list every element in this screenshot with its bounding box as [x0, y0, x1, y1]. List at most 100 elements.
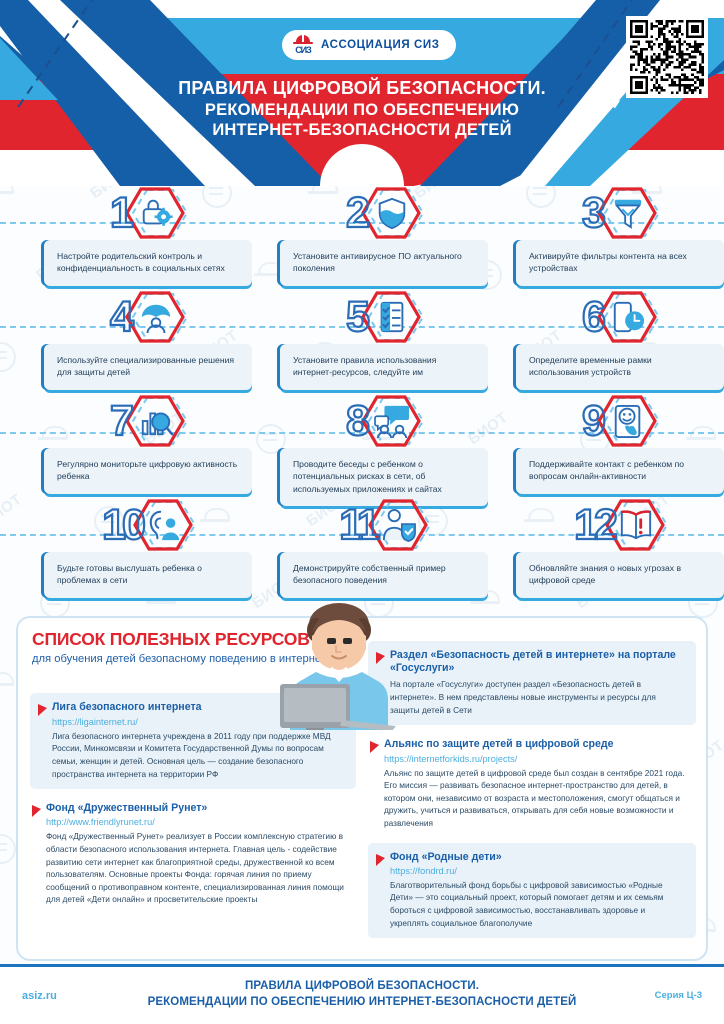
resource-name: Лига безопасного интернета — [52, 701, 202, 714]
tip-badge-4: 4 — [44, 290, 252, 344]
tip-badge-9: 9 — [516, 394, 724, 448]
tip-hex-frame-4 — [124, 290, 189, 344]
tip-text-1: Настройте родительский контроль и конфид… — [57, 251, 225, 274]
tip-hex-frame-10 — [132, 498, 197, 552]
tip-text-card-6: Определите временные рамки использования… — [516, 344, 724, 390]
tip-text-card-12: Обновляйте знания о новых угрозах в цифр… — [516, 552, 724, 598]
footer-title-line2: РЕКОМЕНДАЦИИ ПО ОБЕСПЕЧЕНИЮ ИНТЕРНЕТ-БЕЗ… — [147, 996, 577, 1009]
resource-description: Лига безопасного интернета учреждена в 2… — [52, 730, 331, 779]
resource-description: На портале «Госуслуги» доступен раздел «… — [390, 679, 656, 715]
hex-dashed-outline — [603, 397, 661, 445]
qr-code[interactable] — [626, 16, 708, 98]
hex-dashed-outline — [374, 501, 431, 549]
tip-card-2: 2 Установите антивирусное ПО актуального … — [280, 186, 488, 286]
resource-url[interactable]: http://www.friendlyrunet.ru/ — [46, 817, 155, 828]
resource-url[interactable]: https://ligainternet.ru/ — [52, 716, 138, 727]
tip-badge-1: 1 — [44, 186, 252, 240]
tip-text-card-7: Регулярно мониторьте цифровую активность… — [44, 448, 252, 494]
hex-dashed-outline — [367, 189, 425, 237]
tip-number-10: 10 — [101, 500, 147, 549]
phone-clock-icon — [613, 301, 645, 333]
tip-badge-10: 10 — [44, 498, 252, 552]
tip-number-5: 5 — [345, 292, 371, 341]
resource-description: Фонд «Дружественный Рунет» реализует в Р… — [46, 831, 344, 905]
tip-text-11: Демонстрируйте собственный пример безопа… — [293, 563, 446, 586]
tip-hex-frame-1 — [124, 186, 189, 240]
tip-text-card-5: Установите правила использования интерне… — [280, 344, 488, 390]
hex-red-outline — [361, 395, 421, 447]
person-shield-icon — [382, 508, 416, 542]
tip-card-4: 4 Используйте специализированные решения … — [44, 290, 252, 390]
resource-item-right-3: Фонд «Родные дети» https://fondrd.ru/Благ… — [368, 842, 696, 939]
resources-right-column: Раздел «Безопасность детей в интернете» … — [368, 628, 696, 939]
boy-at-computer-illustration — [280, 603, 396, 730]
resources-heading: СПИСОК ПОЛЕЗНЫХ РЕСУРСОВ — [32, 629, 310, 649]
resources-left-column: СПИСОК ПОЛЕЗНЫХ РЕСУРСОВ для обучения де… — [30, 629, 356, 906]
resource-url[interactable]: https://fondrd.ru/ — [390, 865, 457, 876]
tip-hex-frame-11 — [367, 498, 431, 552]
divider-dashed-1 — [0, 222, 724, 224]
tip-number-4: 4 — [109, 292, 135, 341]
tip-number-8: 8 — [345, 396, 371, 445]
tip-number-2: 2 — [345, 188, 371, 237]
tips-grid: 1 Настройте родительский контроль и конфи… — [0, 186, 724, 604]
triangle-bullet-icon — [370, 741, 379, 754]
hex-red-outline — [133, 499, 193, 551]
tip-badge-7: 7 — [44, 394, 252, 448]
hex-red-outline — [125, 187, 185, 239]
resource-name: Фонд «Родные дети» — [390, 850, 502, 863]
association-logo-label: АССОЦИАЦИЯ СИЗ — [321, 39, 440, 51]
tip-badge-8: 8 — [280, 394, 488, 448]
filter-funnel-icon — [614, 199, 642, 229]
hex-red-outline — [597, 291, 657, 343]
tip-text-card-1: Настройте родительский контроль и конфид… — [44, 240, 252, 286]
tip-text-3: Активируйте фильтры контента на всех уст… — [529, 251, 687, 274]
phone-smile-call-icon — [614, 404, 641, 438]
tip-hex-frame-3 — [596, 186, 661, 240]
tip-number-3: 3 — [581, 188, 607, 237]
hex-dashed-outline — [131, 189, 189, 237]
tip-card-8: 8 Проводите беседы с ребенком о потенциал… — [280, 394, 488, 507]
footer-series-label: Серия Ц-3 — [654, 990, 702, 1001]
tip-hex-frame-6 — [596, 290, 661, 344]
hex-dashed-outline — [611, 501, 669, 549]
ear-listen-icon — [149, 510, 180, 541]
tip-card-9: 9 Поддерживайте контакт с ребенком по воп… — [516, 394, 724, 494]
tip-text-card-9: Поддерживайте контакт с ребенком по вопр… — [516, 448, 724, 494]
tip-number-12: 12 — [573, 500, 619, 549]
footer-site-link[interactable]: asiz.ru — [22, 990, 57, 1002]
hex-red-outline — [361, 187, 421, 239]
poster-title-line3: ИНТЕРНЕТ-БЕЗОПАСНОСТИ ДЕТЕЙ — [212, 121, 512, 140]
checklist-icon — [380, 301, 404, 333]
poster-title: ПРАВИЛА ЦИФРОВОЙ БЕЗОПАСНОСТИ. РЕКОМЕНДА… — [0, 78, 724, 140]
tip-number-7: 7 — [109, 396, 135, 445]
tip-hex-frame-8 — [360, 394, 425, 448]
tip-badge-2: 2 — [280, 186, 488, 240]
tip-text-8: Проводите беседы с ребенком о потенциаль… — [293, 459, 442, 494]
hex-red-outline — [597, 395, 657, 447]
hex-red-outline — [605, 499, 665, 551]
divider-dashed-4 — [0, 534, 724, 536]
tip-card-3: 3 Активируйте фильтры контента на всех ус… — [516, 186, 724, 286]
hex-red-outline — [367, 499, 428, 551]
triangle-bullet-icon — [376, 853, 385, 866]
divider-dashed-3 — [0, 432, 724, 434]
tip-number-11: 11 — [338, 500, 382, 549]
footer-divider — [0, 964, 724, 967]
tip-hex-frame-7 — [124, 394, 189, 448]
resource-url[interactable]: https://internetforkids.ru/projects/ — [384, 753, 518, 764]
tip-text-card-8: Проводите беседы с ребенком о потенциаль… — [280, 448, 488, 507]
footer-title: ПРАВИЛА ЦИФРОВОЙ БЕЗОПАСНОСТИ. РЕКОМЕНДА… — [0, 978, 724, 1011]
tip-hex-frame-2 — [360, 186, 425, 240]
lock-gear-icon — [142, 199, 173, 226]
tip-card-7: 7 Регулярно мониторьте цифровую активност… — [44, 394, 252, 494]
resource-description: Благотворительный фонд борьбы с цифровой… — [390, 879, 664, 928]
resource-name: Раздел «Безопасность детей в интернете» … — [390, 649, 676, 675]
resource-description: Альянс по защите детей в цифровой среде … — [384, 767, 685, 828]
hex-red-outline — [125, 291, 185, 343]
tip-text-2: Установите антивирусное ПО актуального п… — [293, 251, 462, 274]
shield-icon — [378, 197, 406, 230]
tip-card-10: 10 Будьте готовы выслушать ребенка о проб… — [44, 498, 252, 598]
hex-dashed-outline — [367, 293, 425, 341]
